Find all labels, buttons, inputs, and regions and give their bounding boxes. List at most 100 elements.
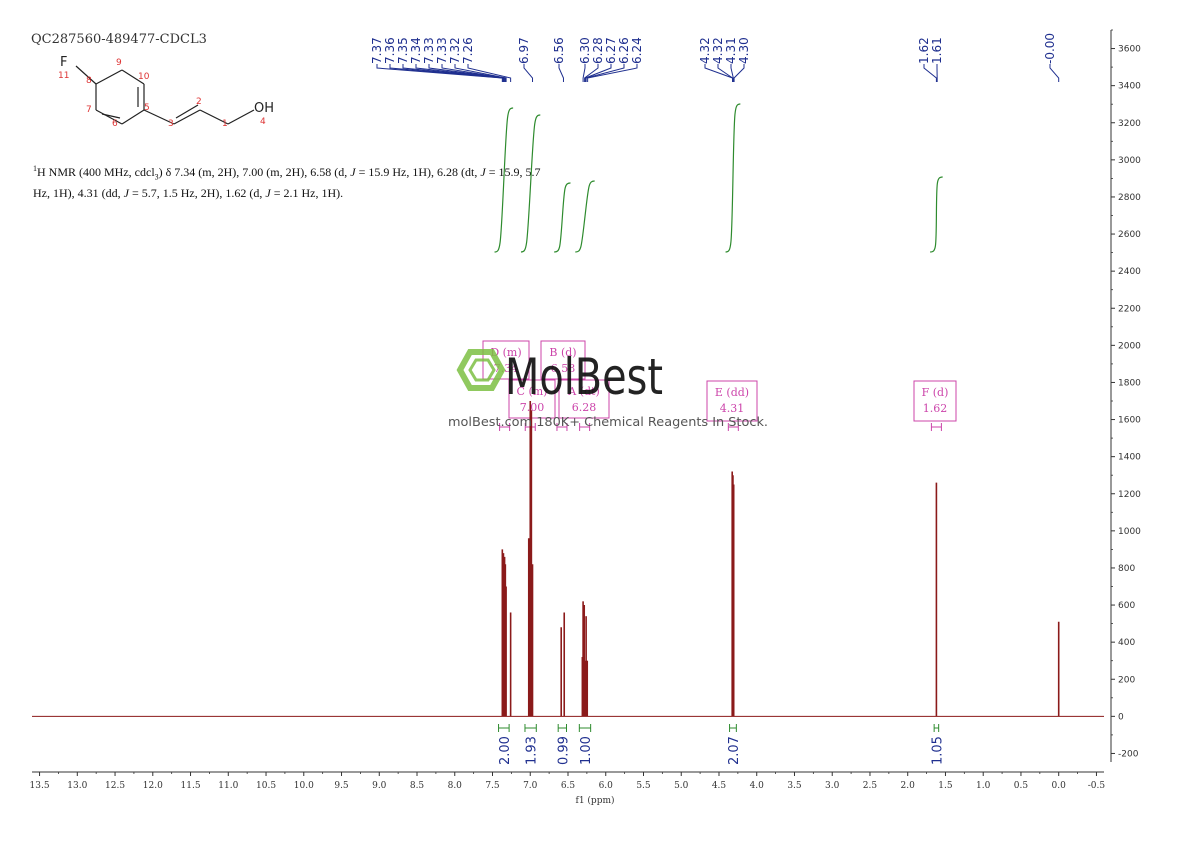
x-tick-label: 9.0: [372, 781, 387, 791]
multiplet-letter: D (m): [490, 346, 521, 359]
peak-label: 7.37: [370, 37, 384, 64]
y-tick-label: 2600: [1118, 230, 1141, 240]
integral-curve: [930, 176, 943, 253]
multiplet-box: [540, 340, 586, 380]
atom-f: F: [60, 55, 67, 70]
x-tick-label: 10.5: [256, 781, 276, 791]
peak-label-connector: [587, 64, 638, 82]
watermark-brand: MolBest: [505, 348, 663, 406]
atom-num-9: 9: [116, 58, 122, 68]
x-tick-label: 1.5: [938, 781, 953, 791]
desc-line1-b: ) δ 7.34 (m, 2H), 7.00 (m, 2H), 6.58 (d,: [158, 165, 351, 179]
y-tick-label: 3000: [1118, 156, 1141, 166]
y-tick-label: 600: [1118, 601, 1135, 611]
peak-label: 7.26: [461, 37, 475, 64]
desc-line1-c: = 15.9 Hz, 1H), 6.28 (dt,: [355, 165, 481, 179]
chemical-structure: F 11 8 9 10 5 7 6 2 3 1 OH 4: [58, 55, 274, 129]
peak-label-connector: [523, 64, 534, 82]
desc-j-4: J: [265, 186, 271, 201]
x-tick-label: 12.0: [143, 781, 163, 791]
y-tick-label: -200: [1118, 749, 1139, 759]
x-tick-label: 0.0: [1052, 781, 1067, 791]
integral-curve: [520, 114, 541, 253]
atom-num-3: 3: [168, 119, 174, 129]
integral-curve: [725, 103, 741, 253]
multiplet-letter: F (d): [922, 386, 949, 399]
peak-label-connector: [441, 64, 506, 82]
peak-label-connector: [704, 64, 734, 82]
sample-title: QC287560-489477-CDCL3: [31, 32, 207, 47]
desc-line1-sub: 3: [154, 172, 159, 182]
peak-label: 6.97: [517, 37, 531, 64]
desc-line1-a: H NMR (400 MHz, cdcl: [37, 165, 155, 179]
peak-label: 4.32: [698, 37, 712, 64]
x-tick-label: 3.5: [787, 781, 802, 791]
peak-label-connector: [467, 64, 512, 82]
x-tick-label: -0.5: [1088, 781, 1106, 791]
peak-label: 7.32: [448, 37, 462, 64]
peak-label: 7.34: [409, 37, 423, 64]
peak-label: 6.30: [578, 37, 592, 64]
y-tick-label: 3400: [1118, 82, 1141, 92]
x-tick-label: 0.5: [1014, 781, 1029, 791]
y-tick-label: 2400: [1118, 267, 1141, 277]
x-tick-label: 7.5: [485, 781, 500, 791]
y-tick-label: 1200: [1118, 490, 1141, 500]
atom-num-8: 8: [86, 76, 92, 86]
multiplet-letter: A (dt): [567, 385, 600, 398]
x-tick-label: 4.5: [712, 781, 727, 791]
y-tick-label: 2000: [1118, 341, 1141, 351]
y-tick-label: 1400: [1118, 453, 1141, 463]
multiplet-value: 7.00: [520, 401, 545, 414]
multiplet-box: [913, 380, 957, 422]
peak-label-connector: [415, 64, 506, 82]
integral-label: 2.00: [498, 736, 513, 765]
y-tick-label: 1000: [1118, 527, 1141, 537]
y-tick-label: 400: [1118, 638, 1135, 648]
x-tick-label: 11.5: [181, 781, 201, 791]
atom-oh: OH: [254, 101, 274, 116]
watermark-tagline: molBest.com 180K+ Chemical Reagents In S…: [448, 415, 768, 429]
molbest-logo-icon: [456, 349, 506, 391]
desc-line2-a: Hz, 1H), 4.31 (dd,: [33, 186, 124, 201]
multiplet-box: [706, 380, 758, 422]
watermark: MolBest molBest.com 180K+ Chemical Reage…: [448, 348, 768, 429]
peak-label: 6.28: [591, 37, 605, 64]
x-tick-label: 13.5: [30, 781, 50, 791]
peak-label-connector: [584, 64, 599, 82]
peak-label: 7.33: [435, 37, 449, 64]
peak-label: 6.27: [604, 37, 618, 64]
y-tick-label: 1600: [1118, 416, 1141, 426]
y-tick-label: 800: [1118, 564, 1135, 574]
peak-label-connector: [585, 64, 625, 82]
peak-label: 7.33: [422, 37, 436, 64]
x-tick-label: 2.0: [901, 781, 916, 791]
atom-num-5: 5: [144, 103, 150, 113]
peak-label-connector: [730, 64, 734, 82]
desc-j-1: J: [350, 165, 356, 179]
multiplet-value: 6.58: [551, 362, 576, 375]
integral-curve: [554, 182, 571, 253]
peak-label: 4.30: [737, 37, 751, 64]
peak-label: 6.24: [630, 37, 644, 64]
desc-line2-c: = 2.1 Hz, 1H).: [270, 186, 344, 201]
peak-label: 7.36: [383, 37, 397, 64]
x-tick-label: 4.0: [750, 781, 765, 791]
nmr-description: 1H NMR (400 MHz, cdcl3) δ 7.34 (m, 2H), …: [33, 160, 623, 202]
peak-label: 4.31: [724, 37, 738, 64]
atom-num-6: 6: [112, 119, 118, 129]
multiplet-letter: E (dd): [715, 386, 749, 399]
y-tick-label: 2200: [1118, 304, 1141, 314]
peak-label-connector: [454, 64, 507, 82]
peak-label: 7.35: [396, 37, 410, 64]
x-tick-label: 9.5: [334, 781, 349, 791]
x-tick-label: 6.0: [599, 781, 614, 791]
x-tick-label: 11.0: [218, 781, 238, 791]
y-tick-label: 0: [1118, 712, 1124, 722]
x-tick-label: 12.5: [105, 781, 125, 791]
y-tick-label: 2800: [1118, 193, 1141, 203]
integral-label: 1.05: [930, 736, 945, 765]
x-tick-label: 5.5: [636, 781, 651, 791]
